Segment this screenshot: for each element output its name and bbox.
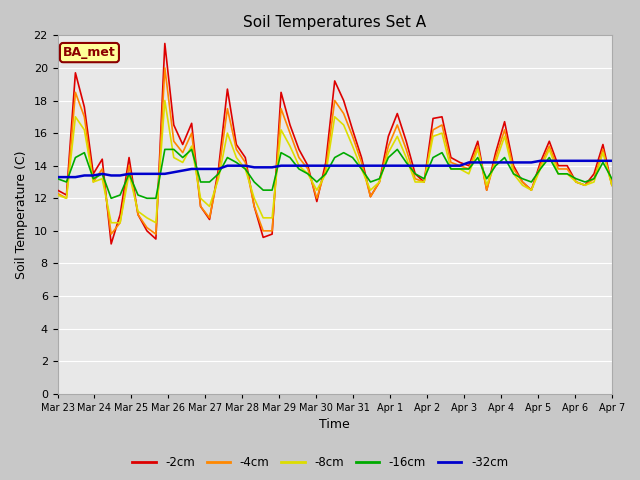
Legend: -2cm, -4cm, -8cm, -16cm, -32cm: -2cm, -4cm, -8cm, -16cm, -32cm <box>127 452 513 474</box>
Title: Soil Temperatures Set A: Soil Temperatures Set A <box>243 15 426 30</box>
X-axis label: Time: Time <box>319 419 350 432</box>
Text: BA_met: BA_met <box>63 46 116 59</box>
Y-axis label: Soil Temperature (C): Soil Temperature (C) <box>15 150 28 279</box>
